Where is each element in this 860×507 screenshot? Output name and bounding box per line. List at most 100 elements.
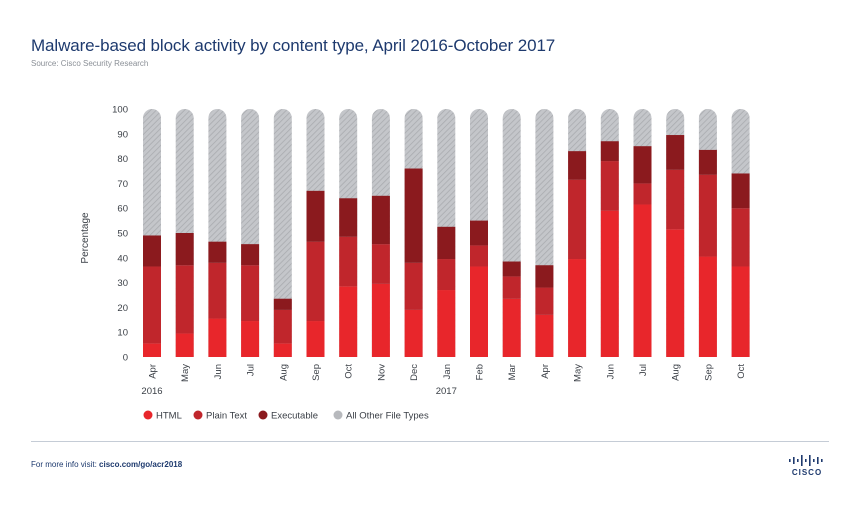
bar-segment-executable (633, 146, 652, 184)
cisco-logo-text: CISCO (792, 468, 822, 477)
bar-segment-executable (143, 235, 161, 267)
bar-segment-html (175, 333, 194, 357)
bar-segment-executable (535, 265, 554, 288)
bar-segment-executable (241, 244, 260, 266)
bar-segment-plain-text (535, 287, 554, 315)
bar-segment-plain-text (371, 244, 390, 284)
legend-label: Plain Text (206, 411, 247, 422)
x-tick-label: Jun (605, 364, 616, 379)
bar-segment-executable (306, 190, 325, 242)
bar-segment-plain-text (502, 276, 521, 299)
x-tick-label: Jul (638, 364, 649, 376)
y-tick-label: 80 (117, 154, 128, 165)
x-tick-label: Aug (278, 364, 289, 381)
bar-segment-html (470, 266, 488, 357)
bar-segment-plain-text (600, 161, 619, 211)
stacked-bar-chart: Percentage 0 10 20 30 40 50 60 70 80 90 100 Apr May… (80, 105, 750, 422)
bar-segment-plain-text (404, 262, 423, 310)
x-tick-label: Oct (736, 364, 747, 379)
x-tick-label: Sep (703, 364, 714, 381)
footer-prefix: For more info visit: (31, 460, 100, 469)
bar-segment-html (404, 309, 423, 357)
bar-segment-executable (437, 226, 456, 260)
bar-segment-plain-text (339, 236, 358, 287)
bar-segment-html (600, 210, 619, 357)
bar-segment-plain-text (175, 265, 194, 334)
chart-source: Source: Cisco Security Research (31, 59, 149, 68)
y-axis-label: Percentage (80, 212, 91, 264)
y-tick-label: 50 (117, 229, 128, 240)
bar-segment-plain-text (437, 259, 456, 291)
y-tick-label: 10 (117, 328, 128, 339)
y-tick-label: 30 (117, 278, 128, 289)
x-tick-label: Nov (376, 364, 387, 381)
bar-segment-plain-text (666, 169, 685, 230)
bar-segment-html (698, 256, 717, 357)
bar-segment-executable (175, 233, 194, 266)
year-label: 2016 (141, 386, 162, 397)
x-tick-label: Oct (344, 364, 355, 379)
x-tick-label: Apr (540, 364, 551, 379)
cisco-logo: CISCO (789, 455, 823, 477)
bar-segment-executable (339, 198, 358, 237)
x-tick-label: Jun (213, 364, 224, 379)
bar-segment-executable (600, 141, 619, 162)
footer-info: For more info visit: cisco.com/go/acr201… (31, 460, 182, 469)
bar-segment-html (143, 343, 161, 357)
bar-segment-executable (208, 241, 227, 263)
legend-label: Executable (271, 411, 318, 422)
bar-segment-plain-text (208, 262, 227, 319)
y-tick-label: 70 (117, 179, 128, 190)
bar-segment-executable (731, 173, 750, 209)
bar-segment-plain-text (143, 266, 161, 344)
chart-title: Malware-based block activity by content … (31, 36, 556, 55)
bar-segment-plain-text (731, 208, 750, 267)
bar-segment-plain-text (273, 309, 292, 344)
x-tick-label: Feb (475, 364, 486, 380)
bar-segment-html (502, 298, 521, 357)
year-label: 2017 (436, 386, 457, 397)
legend-marker (143, 410, 153, 420)
bar-segment-html (633, 204, 652, 357)
bar-segment-plain-text (633, 183, 652, 205)
bar-segment-executable (273, 298, 292, 310)
legend-marker (258, 410, 268, 420)
bar-segment-executable (666, 135, 685, 170)
bar-segment-html (273, 343, 292, 357)
legend-label: All Other File Types (346, 411, 429, 422)
bar-segment-other (273, 109, 292, 358)
legend-label: HTML (156, 411, 182, 422)
y-tick-label: 100 (112, 105, 128, 116)
legend-marker (193, 410, 203, 420)
x-tick-label: Jul (246, 364, 257, 376)
x-tick-label: Aug (671, 364, 682, 381)
bar-segment-executable (502, 261, 521, 277)
bar-segment-html (731, 266, 750, 357)
y-tick-label: 0 (123, 353, 128, 364)
y-tick-label: 60 (117, 204, 128, 215)
bar-segment-executable (568, 151, 587, 180)
bar-segment-executable (371, 195, 390, 245)
bar-segment-html (568, 259, 587, 357)
y-tick-label: 90 (117, 129, 128, 140)
x-tick-label: May (180, 364, 191, 382)
bar-segment-executable (698, 149, 717, 175)
bar-segment-plain-text (698, 174, 717, 257)
x-tick-label: Mar (507, 364, 518, 380)
bar-segment-executable (404, 168, 423, 263)
bar-segment-plain-text (306, 241, 325, 322)
bar-segment-html (208, 318, 227, 357)
x-tick-label: May (573, 364, 584, 382)
bar-segment-html (339, 286, 358, 357)
bar-segment-executable (470, 220, 488, 246)
bar-segment-html (437, 290, 456, 357)
footer-link[interactable]: cisco.com/go/acr2018 (99, 460, 183, 469)
legend-marker (333, 410, 343, 420)
bar-segment-html (371, 283, 390, 357)
bar-segment-html (666, 229, 685, 357)
footer-divider (31, 441, 829, 442)
bar-segment-html (535, 314, 554, 357)
y-tick-label: 20 (117, 303, 128, 314)
x-tick-label: Sep (311, 364, 322, 381)
x-tick-label: Dec (409, 364, 420, 381)
